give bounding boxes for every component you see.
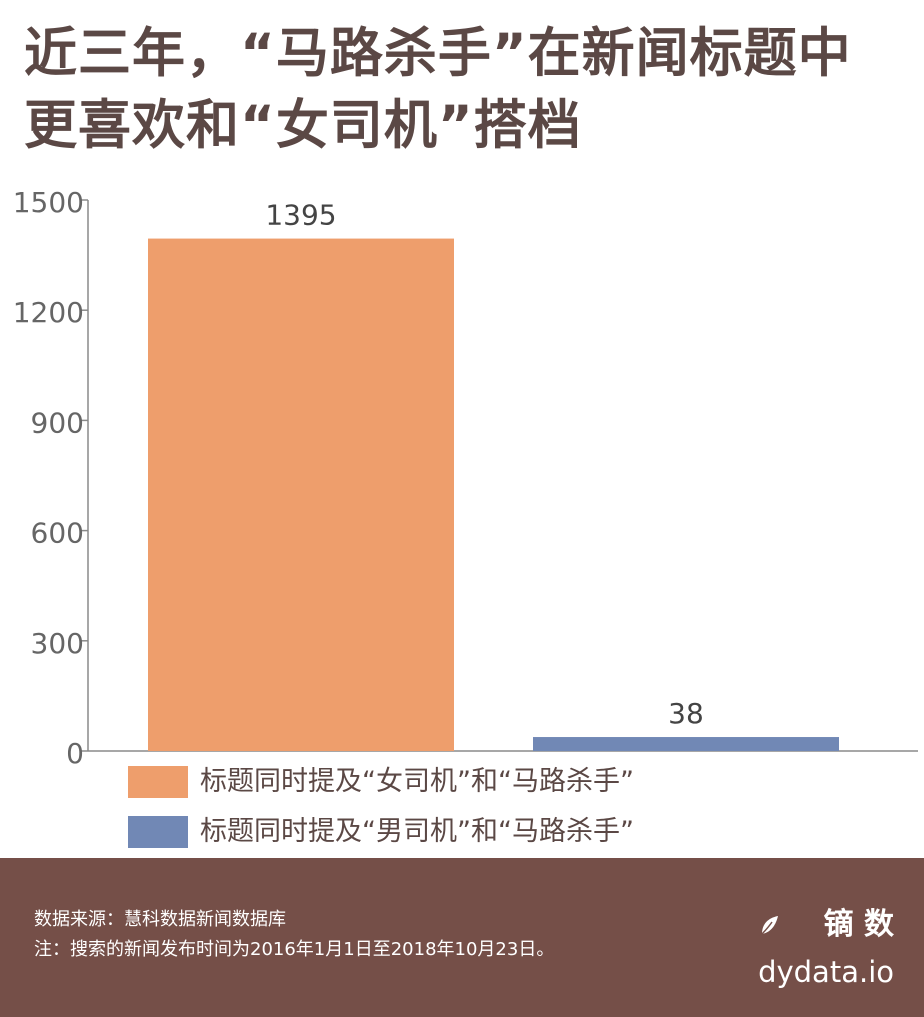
bar-value-label-1: 1395 [265, 199, 336, 232]
legend-label: 标题同时提及“男司机”和“马路杀手” [200, 816, 634, 847]
legend-label: 标题同时提及“女司机”和“马路杀手” [200, 766, 634, 797]
note-text: 注：搜索的新闻发布时间为2016年1月1日至2018年10月23日。 [34, 939, 555, 960]
bar-value-label-2: 38 [668, 697, 704, 730]
footer: 数据来源：慧科数据新闻数据库 注：搜索的新闻发布时间为2016年1月1日至201… [0, 858, 924, 1017]
chart-title-line-1: 近三年，“马路杀手”在新闻标题中 [24, 23, 852, 84]
brand: 镝 数 dydata.io [754, 906, 894, 992]
y-tick-label: 0 [66, 737, 84, 770]
legend-swatch [128, 816, 188, 848]
brand-leaf-icon [759, 916, 778, 937]
bar-1 [148, 238, 454, 751]
bar-chart: 0 300 600 900 1200 1500 1395 38 [13, 186, 918, 770]
bar-2 [533, 737, 839, 751]
y-tick-label: 600 [31, 517, 84, 550]
y-tick-label: 1200 [13, 296, 84, 329]
source-text: 数据来源：慧科数据新闻数据库 [34, 909, 286, 930]
brand-url: dydata.io [758, 955, 894, 989]
y-tick-label: 1500 [13, 186, 84, 219]
y-tick-label: 300 [31, 627, 84, 660]
brand-name: 镝 数 [823, 907, 894, 942]
legend-swatch [128, 766, 188, 798]
chart-title-line-2: 更喜欢和“女司机”搭档 [24, 95, 582, 156]
chart-title: 近三年，“马路杀手”在新闻标题中 更喜欢和“女司机”搭档 [24, 18, 904, 162]
y-tick-label: 900 [31, 406, 84, 439]
